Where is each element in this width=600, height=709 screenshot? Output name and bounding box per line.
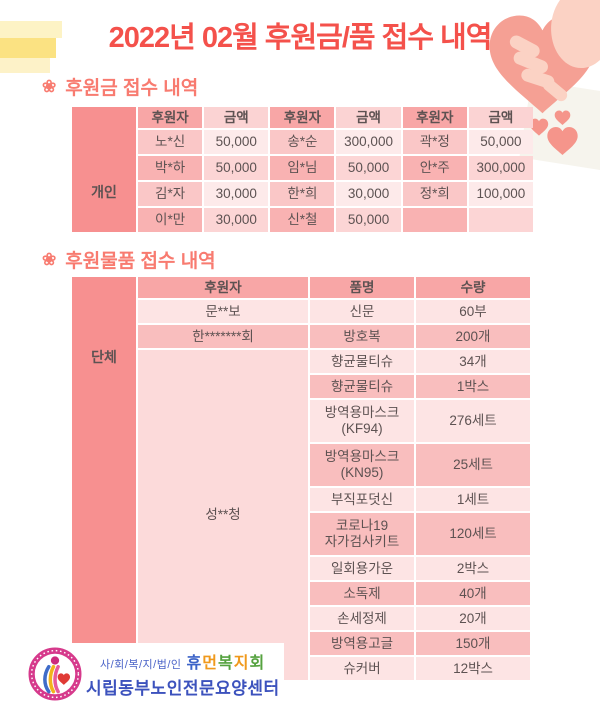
donor-cell-merged: 성**청 xyxy=(138,350,308,680)
quantity-cell: 200개 xyxy=(416,325,530,348)
quantity-cell: 34개 xyxy=(416,350,530,373)
quantity-cell: 1세트 xyxy=(416,488,530,511)
donor-cell: 안*주 xyxy=(402,156,467,180)
amount-cell: 100,000 xyxy=(468,182,533,206)
section-label: 후원금 접수 내역 xyxy=(65,78,199,99)
quantity-cell: 150개 xyxy=(416,632,530,655)
item-cell: 방호복 xyxy=(310,325,414,348)
column-header-donor: 후원자 xyxy=(138,277,308,298)
item-cell: 손세정제 xyxy=(310,607,414,630)
item-cell: 일회용가운 xyxy=(310,557,414,580)
column-header-donor: 후원자 xyxy=(270,107,335,128)
donor-cell: 정*희 xyxy=(402,182,467,206)
column-header-amount: 금액 xyxy=(336,107,401,128)
donor-cell-empty xyxy=(402,208,467,232)
organization-logo-text: 사/회/복/지/법/인 휴먼복지회 시립동부노인전문요양센터 xyxy=(86,649,280,699)
quantity-cell: 2박스 xyxy=(416,557,530,580)
amount-cell-empty xyxy=(468,208,533,232)
quantity-cell: 1박스 xyxy=(416,375,530,398)
donor-cell: 임*님 xyxy=(270,156,335,180)
organization-brand: 휴먼복지회 xyxy=(186,655,266,672)
page-title: 2022년 02월 후원금/품 접수 내역 xyxy=(108,22,493,54)
donor-cell: 문**보 xyxy=(138,300,308,323)
organization-logo: 사/회/복/지/법/인 휴먼복지회 시립동부노인전문요양센터 xyxy=(28,643,284,705)
donor-cell: 노*신 xyxy=(138,130,203,154)
hand-heart-illustration xyxy=(489,0,600,171)
amount-cell: 30,000 xyxy=(204,182,269,206)
item-cell: 향균물티슈 xyxy=(310,375,414,398)
column-header-donor: 후원자 xyxy=(402,107,467,128)
yellow-bar-decoration xyxy=(0,21,62,38)
item-cell: 방역용마스크 (KN95) xyxy=(310,444,414,486)
amount-cell: 50,000 xyxy=(336,156,401,180)
item-cell: 코로나19 자가검사키트 xyxy=(310,513,414,555)
quantity-cell: 40개 xyxy=(416,582,530,605)
amount-cell: 300,000 xyxy=(468,156,533,180)
column-header-quantity: 수량 xyxy=(416,277,530,298)
section-header-money: ❀ 후원금 접수 내역 xyxy=(42,73,198,100)
row-group-label-individual: 개인 xyxy=(72,107,136,232)
column-header-item: 품명 xyxy=(310,277,414,298)
quantity-cell: 25세트 xyxy=(416,444,530,486)
item-cell: 신문 xyxy=(310,300,414,323)
goods-table: 단체 후원자 품명 수량 문**보 신문 60부 한*******회 방호복 2… xyxy=(72,277,530,680)
column-header-donor: 후원자 xyxy=(138,107,203,128)
flower-icon: ❀ xyxy=(42,250,57,269)
donor-cell: 이*만 xyxy=(138,208,203,232)
item-cell: 방역용마스크 (KF94) xyxy=(310,400,414,442)
amount-cell: 30,000 xyxy=(204,208,269,232)
donor-cell: 신*철 xyxy=(270,208,335,232)
item-cell: 소독제 xyxy=(310,582,414,605)
hand-icon xyxy=(509,0,600,102)
amount-cell: 50,000 xyxy=(204,156,269,180)
item-cell: 부직포덧신 xyxy=(310,488,414,511)
donor-cell: 한*희 xyxy=(270,182,335,206)
amount-cell: 300,000 xyxy=(336,130,401,154)
organization-type: 사/회/복/지/법/인 xyxy=(100,659,182,671)
donor-cell: 송*순 xyxy=(270,130,335,154)
donor-cell: 곽*정 xyxy=(402,130,467,154)
amount-cell: 50,000 xyxy=(468,130,533,154)
quantity-cell: 20개 xyxy=(416,607,530,630)
donor-cell: 김*자 xyxy=(138,182,203,206)
organization-name: 시립동부노인전문요양센터 xyxy=(86,679,280,698)
donor-cell: 한*******회 xyxy=(138,325,308,348)
yellow-bar-decoration xyxy=(0,58,50,73)
money-table: 개인 후원자 금액 후원자 금액 후원자 금액 노*신 50,000 송*순 3… xyxy=(72,107,533,232)
column-header-amount: 금액 xyxy=(204,107,269,128)
column-header-amount: 금액 xyxy=(468,107,533,128)
item-cell: 슈커버 xyxy=(310,657,414,680)
section-header-goods: ❀ 후원물품 접수 내역 xyxy=(42,246,216,273)
quantity-cell: 12박스 xyxy=(416,657,530,680)
yellow-bar-decoration xyxy=(0,38,56,58)
item-cell: 향균물티슈 xyxy=(310,350,414,373)
organization-type-line: 사/회/복/지/법/인 휴먼복지회 xyxy=(86,649,280,673)
small-hearts-icon xyxy=(529,110,578,156)
amount-cell: 30,000 xyxy=(336,182,401,206)
item-cell: 방역용고글 xyxy=(310,632,414,655)
amount-cell: 50,000 xyxy=(204,130,269,154)
quantity-cell: 120세트 xyxy=(416,513,530,555)
section-label: 후원물품 접수 내역 xyxy=(65,251,216,272)
row-group-label-organization: 단체 xyxy=(72,277,136,680)
quantity-cell: 276세트 xyxy=(416,400,530,442)
flower-icon: ❀ xyxy=(42,77,57,96)
organization-emblem-icon xyxy=(28,647,82,701)
quantity-cell: 60부 xyxy=(416,300,530,323)
donor-cell: 박*하 xyxy=(138,156,203,180)
amount-cell: 50,000 xyxy=(336,208,401,232)
